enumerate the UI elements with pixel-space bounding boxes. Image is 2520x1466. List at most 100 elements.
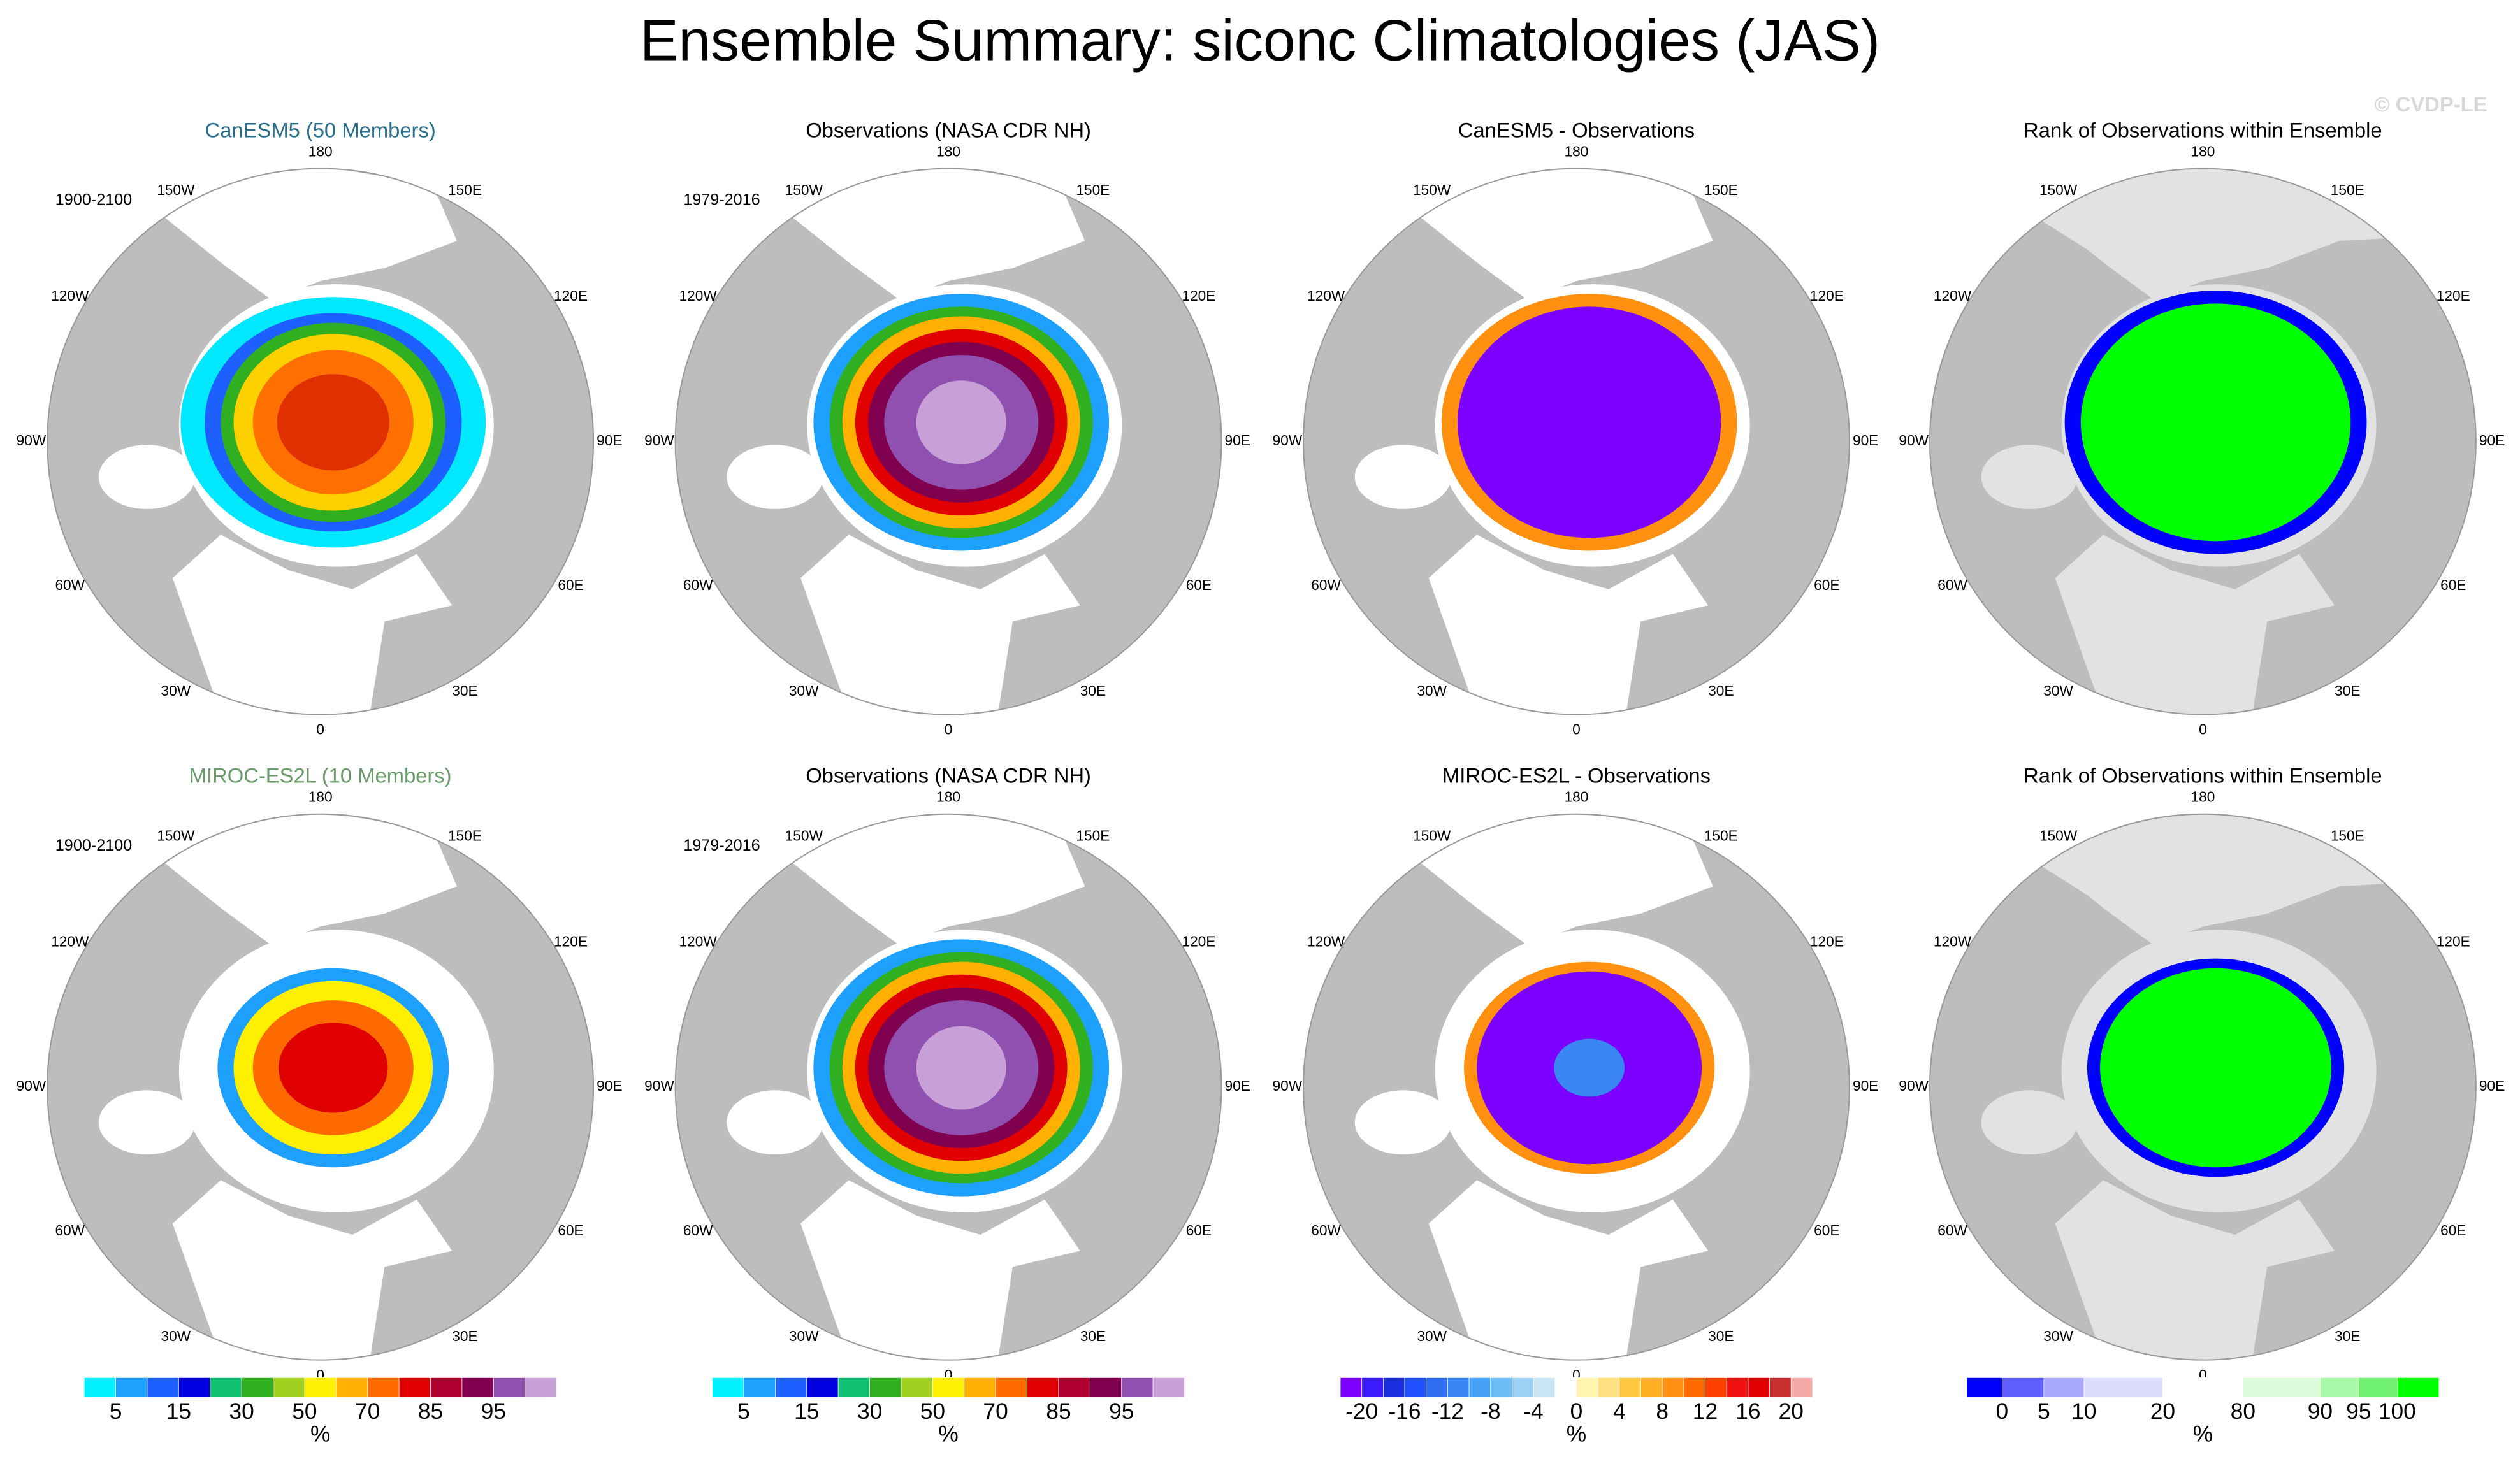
colorbar-box <box>1382 1377 1405 1398</box>
colorbar-box <box>147 1377 179 1398</box>
ocean <box>127 168 457 301</box>
longitude-label: 60W <box>1937 577 1967 593</box>
hudson-bay <box>98 445 196 509</box>
colorbar-tick-label: 95 <box>481 1399 506 1424</box>
longitude-label: 90W <box>17 432 47 449</box>
watermark: © CVDP-LE <box>2374 92 2487 116</box>
map-content <box>1929 814 2476 1360</box>
hudson-bay <box>1981 1090 2078 1155</box>
colorbar-box <box>1404 1377 1427 1398</box>
colorbar-box <box>83 1377 116 1398</box>
longitude-label: 60E <box>558 1222 583 1239</box>
map-border <box>1929 813 2477 1361</box>
longitude-label: 30E <box>2335 1328 2360 1344</box>
colorbar-tick-label: 30 <box>229 1399 254 1424</box>
colorbar-box <box>241 1377 273 1398</box>
longitude-label: 120W <box>1934 287 1972 304</box>
colorbar-box <box>304 1377 337 1398</box>
colorbar-tick-label: 8 <box>1656 1399 1669 1424</box>
colorbar-box <box>837 1377 870 1398</box>
map-content <box>47 814 594 1360</box>
longitude-label: 0 <box>316 721 324 738</box>
longitude-label: 180 <box>2191 789 2215 805</box>
colorbar-box <box>1089 1377 1122 1398</box>
colorbar-tick-label: 50 <box>920 1399 945 1424</box>
polar-map <box>674 813 1222 1361</box>
hudson-bay <box>727 1090 823 1155</box>
longitude-label: 150W <box>1413 182 1451 198</box>
longitude-label: 180 <box>1565 143 1589 159</box>
colorbar-tick-label: 70 <box>983 1399 1008 1424</box>
colorbar-box <box>964 1377 996 1398</box>
panel-title: Observations (NASA CDR NH) <box>806 118 1091 141</box>
colorbar-tick-label: 85 <box>1046 1399 1071 1424</box>
longitude-label: 120E <box>2437 287 2470 304</box>
ocean <box>800 1180 1080 1360</box>
longitude-label: 30W <box>161 1328 191 1344</box>
longitude-label: 120W <box>1307 933 1345 949</box>
longitude-label: 120E <box>1810 933 1844 949</box>
colorbar-box <box>1748 1377 1770 1398</box>
longitude-label: 30E <box>1708 1328 1734 1344</box>
longitude-label: 90E <box>1225 1077 1250 1094</box>
colorbar-tick-label: 5 <box>2038 1399 2050 1424</box>
hudson-bay <box>727 445 823 509</box>
colorbar-box <box>932 1377 965 1398</box>
longitude-label: 30E <box>1080 1328 1106 1344</box>
colorbar-tick-label: 16 <box>1735 1399 1760 1424</box>
colorbar-box <box>1340 1377 1363 1398</box>
colorbar-box <box>367 1377 400 1398</box>
colorbar-tick-label: 90 <box>2308 1399 2333 1424</box>
longitude-label: 180 <box>936 143 960 159</box>
longitude-label: 60E <box>558 577 583 593</box>
period-label: 1979-2016 <box>683 191 760 209</box>
colorbar-box <box>2319 1377 2359 1398</box>
colorbar-tick-label: 70 <box>355 1399 380 1424</box>
ocean <box>172 1180 453 1360</box>
panel-title: MIROC-ES2L (10 Members) <box>189 763 452 787</box>
ocean <box>1384 814 1713 946</box>
longitude-label: 150E <box>2331 182 2364 198</box>
longitude-label: 30W <box>161 682 191 699</box>
longitude-label: 180 <box>308 789 333 805</box>
longitude-label: 150W <box>1413 827 1451 844</box>
map-content <box>47 168 594 715</box>
longitude-label: 0 <box>1572 721 1581 738</box>
longitude-label: 90E <box>2479 432 2505 449</box>
sea-ice <box>279 1023 388 1113</box>
longitude-label: 150E <box>448 182 482 198</box>
map-content <box>1303 814 1850 1360</box>
colorbar-box <box>2243 1377 2321 1398</box>
colorbar-unit: % <box>1567 1421 1586 1446</box>
polar-map <box>674 168 1222 715</box>
longitude-label: 90E <box>1225 432 1250 449</box>
longitude-label: 30E <box>2335 682 2360 699</box>
longitude-label: 60W <box>1311 1222 1341 1239</box>
longitude-label: 90W <box>644 1077 674 1094</box>
map-content <box>675 814 1222 1360</box>
colorbar-box <box>995 1377 1027 1398</box>
hudson-bay <box>1354 445 1451 509</box>
hudson-bay <box>1981 445 2078 509</box>
colorbar-tick-label: 100 <box>2379 1399 2416 1424</box>
longitude-label: 120W <box>1307 287 1345 304</box>
panel-title: Rank of Observations within Ensemble <box>2024 118 2382 141</box>
colorbar-tick-label: 5 <box>110 1399 122 1424</box>
colorbar-box <box>1533 1377 1556 1398</box>
colorbar-box <box>1640 1377 1663 1398</box>
longitude-label: 120E <box>554 933 588 949</box>
longitude-label: 90W <box>1273 432 1303 449</box>
ocean <box>127 814 457 946</box>
polar-map <box>47 813 595 1361</box>
longitude-label: 30W <box>789 1328 819 1344</box>
polar-map <box>1303 168 1850 715</box>
longitude-label: 150W <box>157 827 195 844</box>
colorbar-box <box>1790 1377 1813 1398</box>
longitude-label: 90E <box>2479 1077 2505 1094</box>
longitude-label: 30W <box>789 682 819 699</box>
colorbar-box <box>2083 1377 2163 1398</box>
colorbar-tick-label: 20 <box>1779 1399 1804 1424</box>
colorbar-box <box>1512 1377 1534 1398</box>
map-content <box>1303 168 1850 715</box>
